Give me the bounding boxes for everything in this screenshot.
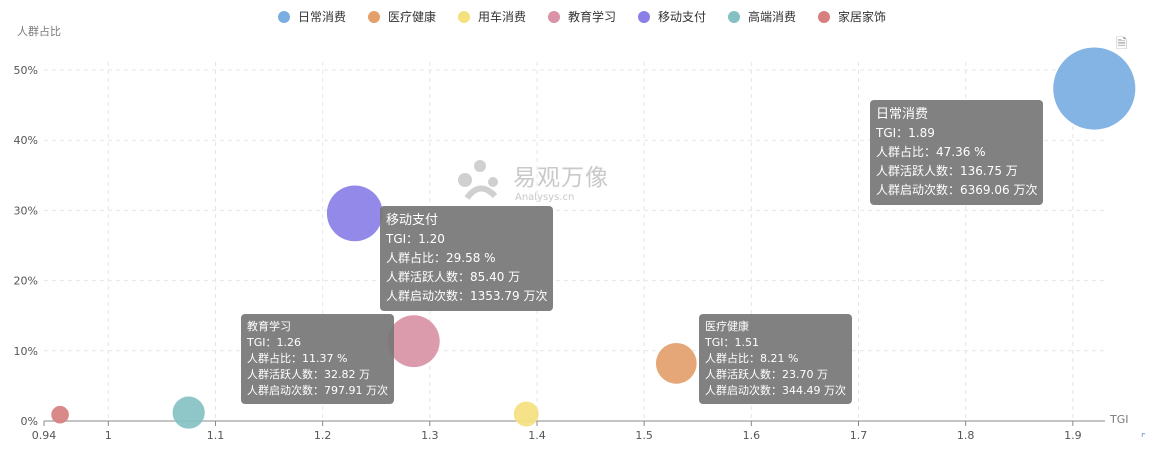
x-tick-label: 1.9: [1064, 429, 1082, 442]
tooltip-title: 医疗健康: [705, 320, 749, 333]
tooltip-line: 人群占比：29.58 %: [386, 251, 496, 265]
tooltip-line: 人群活跃人数：32.82 万: [247, 368, 370, 381]
bubble[interactable]: [326, 185, 383, 242]
y-tick-label: 0%: [21, 415, 38, 428]
x-tick-label: 1: [105, 429, 112, 442]
legend-dot-icon: [728, 10, 741, 23]
tooltip-line: 人群占比：11.37 %: [247, 352, 348, 365]
legend-item[interactable]: 医疗健康: [367, 8, 436, 25]
tooltip-line: 人群活跃人数：23.70 万: [705, 368, 828, 381]
legend-item[interactable]: 高端消费: [728, 8, 796, 25]
tooltip-title: 日常消费: [876, 107, 929, 122]
y-tick-label: 50%: [14, 64, 38, 77]
x-tick-label: 1.4: [528, 429, 546, 442]
x-tick-label: 1.8: [957, 429, 975, 442]
bubble[interactable]: [172, 396, 205, 429]
tooltip-line: 人群启动次数：1353.79 万次: [386, 289, 548, 303]
y-tick-label: 30%: [14, 204, 38, 217]
x-tick-label: 1.3: [421, 429, 439, 442]
tooltip-line: 人群启动次数：797.91 万次: [247, 384, 388, 397]
legend: 日常消费 医疗健康 用车消费 教育学习 移动支付 高端消费 家居家饰: [0, 8, 1164, 25]
bubble[interactable]: [51, 405, 69, 424]
x-tick-label: 0.94: [32, 429, 57, 442]
legend-label: 高端消费: [748, 10, 797, 24]
tooltip-line: TGI：1.26: [247, 336, 301, 349]
tooltip: 医疗健康 TGI：1.51 人群占比：8.21 % 人群活跃人数：23.70 万人群启…: [699, 314, 852, 404]
legend-dot-icon: [818, 10, 831, 23]
tooltip-line: TGI：1.89: [876, 126, 935, 140]
tooltip: 移动支付 TGI：1.20 人群占比：29.58 % 人群活跃人数：85.40 万人群…: [380, 206, 554, 311]
legend-item[interactable]: 用车消费: [457, 8, 526, 25]
legend-label: 医疗健康: [387, 10, 436, 24]
tooltip-line: 人群活跃人数：136.75 万: [876, 164, 1018, 178]
legend-label: 移动支付: [658, 10, 707, 24]
tooltip: 日常消费 TGI：1.89 人群占比：47.36 % 人群活跃人数：136.75 万人…: [870, 100, 1044, 205]
legend-label: 家居家饰: [838, 10, 887, 24]
legend-item[interactable]: 教育学习: [547, 8, 616, 25]
x-tick-label: 1.2: [314, 429, 332, 442]
tooltip: 教育学习 TGI：1.26 人群占比：11.37 % 人群活跃人数：32.82 万人群…: [241, 314, 394, 404]
tooltip-title: 移动支付: [386, 213, 439, 228]
legend-dot-icon: [638, 10, 650, 23]
legend-dot-icon: [547, 10, 560, 23]
x-tick-label: 1.7: [850, 429, 868, 442]
y-tick-label: 20%: [14, 275, 38, 288]
tooltip-line: 人群启动次数：344.49 万次: [705, 384, 846, 397]
x-tick-label: 1.1: [207, 429, 225, 442]
tooltip-line: 人群活跃人数：85.40 万: [386, 270, 521, 284]
legend-label: 教育学习: [567, 10, 616, 24]
legend-label: 用车消费: [477, 10, 526, 24]
legend-item[interactable]: 家居家饰: [818, 8, 886, 25]
bubble[interactable]: [513, 401, 539, 427]
legend-dot-icon: [277, 10, 290, 23]
x-axis-label: TGI: [1110, 413, 1129, 426]
legend-dot-icon: [457, 10, 470, 23]
tooltip-line: 人群占比：47.36 %: [876, 145, 986, 159]
document-icon[interactable]: 🗎: [1116, 36, 1128, 52]
y-axis-label: 人群占比: [17, 25, 61, 38]
legend-item[interactable]: 移动支付: [638, 8, 706, 25]
legend-dot-icon: [367, 10, 380, 23]
bubble[interactable]: [387, 315, 440, 368]
tooltip-line: TGI：1.20: [386, 232, 445, 246]
tooltip-line: TGI：1.51: [705, 336, 759, 349]
tooltip-line: 人群占比：8.21 %: [705, 352, 799, 365]
x-tick-label: 1.6: [743, 429, 761, 442]
bubble[interactable]: [1053, 47, 1136, 130]
tooltip-title: 教育学习: [247, 320, 291, 333]
y-tick-label: 40%: [14, 134, 38, 147]
bubble[interactable]: [655, 343, 697, 384]
legend-label: 日常消费: [297, 10, 346, 24]
y-tick-label: 10%: [14, 345, 38, 358]
corner-marker-icon: ⌜: [1141, 433, 1146, 444]
x-tick-label: 1.5: [635, 429, 653, 442]
legend-item[interactable]: 日常消费: [277, 8, 346, 25]
tooltip-line: 人群启动次数：6369.06 万次: [876, 183, 1038, 197]
